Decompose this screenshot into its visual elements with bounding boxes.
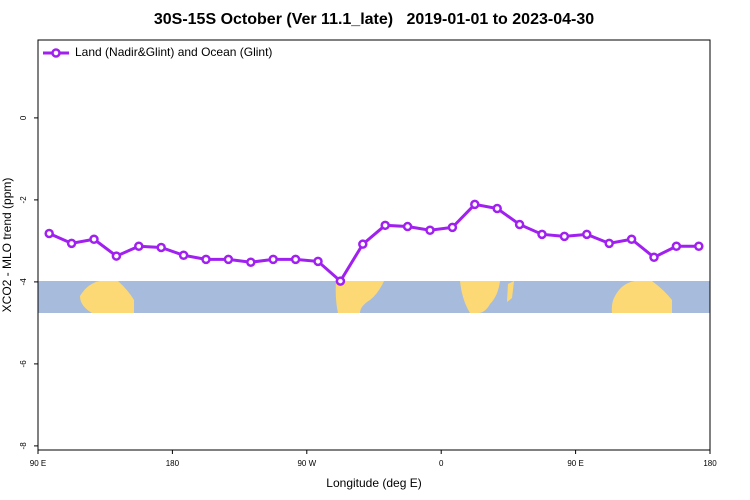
data-point: [335, 276, 346, 286]
data-point: [178, 250, 189, 260]
x-tick-label: 90 E: [30, 459, 46, 468]
data-point: [492, 203, 502, 214]
x-tick-label: 90 E: [567, 459, 583, 468]
data-point: [626, 234, 637, 245]
x-tick-label: 0: [439, 459, 444, 468]
data-point: [559, 231, 570, 242]
x-tick-label: 180: [166, 459, 180, 468]
y-tick-label: -4: [19, 278, 28, 286]
data-point: [246, 257, 256, 267]
data-point: [223, 254, 234, 265]
x-tick-label: 180: [703, 459, 717, 468]
data-point: [671, 241, 682, 251]
data-point: [649, 252, 659, 263]
data-point: [66, 238, 77, 249]
data-point: [358, 239, 368, 249]
data-point: [425, 225, 435, 235]
data-point: [111, 251, 122, 261]
data-point: [582, 229, 592, 240]
series-line: [48, 202, 699, 284]
y-tick-label: -6: [19, 360, 28, 368]
data-point: [470, 199, 480, 210]
legend-label: Land (Nadir&Glint) and Ocean (Glint): [75, 45, 272, 59]
data-point: [268, 254, 278, 265]
data-point: [313, 256, 323, 267]
data-point: [537, 229, 547, 240]
y-tick-label: -8: [19, 442, 28, 450]
y-tick-label: -2: [19, 196, 28, 204]
data-point: [134, 241, 144, 251]
data-point: [447, 222, 458, 233]
data-point: [44, 228, 54, 239]
data-point: [89, 234, 99, 245]
x-tick-label: 90 W: [297, 459, 316, 468]
y-axis-label: XCO2 - MLO trend (ppm): [0, 178, 14, 313]
data-point: [201, 254, 211, 265]
data-point: [604, 238, 614, 249]
map-strip: [38, 281, 710, 313]
legend-marker: [51, 48, 61, 58]
data-point: [402, 221, 413, 232]
data-point: [380, 220, 390, 231]
x-axis-label: Longitude (deg E): [326, 476, 421, 490]
chart-title: 30S-15S October (Ver 11.1_late) 2019-01-…: [154, 11, 594, 28]
plot-frame: [37, 39, 711, 451]
data-point: [290, 254, 301, 265]
y-tick-label: 0: [19, 115, 28, 120]
data-point: [156, 242, 166, 253]
data-point: [694, 241, 704, 251]
data-point: [514, 219, 525, 230]
